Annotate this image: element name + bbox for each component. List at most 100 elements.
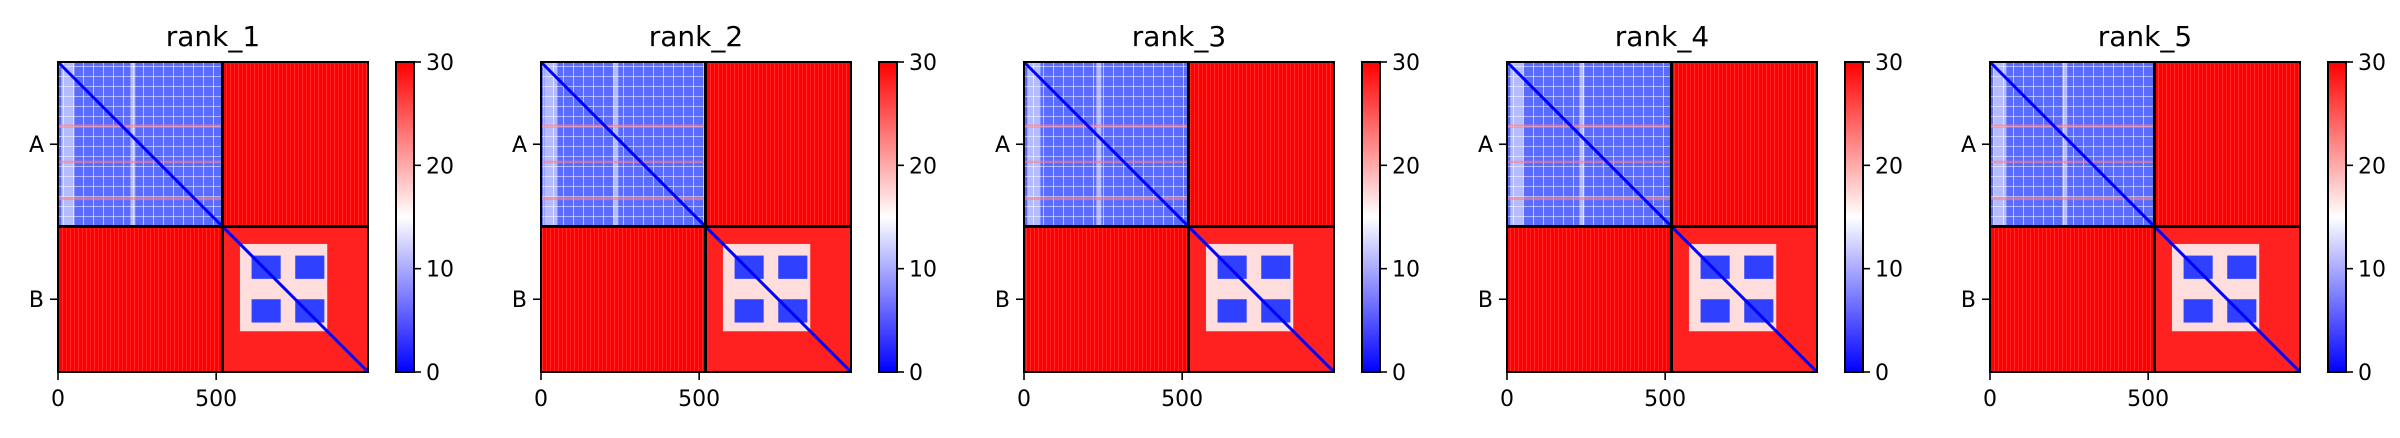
colorbar-frame: [878, 61, 898, 373]
subdomain-2: [1700, 299, 1730, 323]
colorbar-tick-label: 10: [426, 258, 454, 283]
band-v-1: [613, 62, 619, 227]
panel-title: rank_4: [1615, 20, 1709, 53]
y-chain-label: B: [995, 288, 1010, 313]
colorbar-tick-label: 0: [2358, 361, 2372, 386]
block-A-B: [1188, 62, 1334, 227]
band-v-0: [1993, 62, 2007, 227]
colorbar-tick-label: 30: [909, 51, 937, 76]
colorbar-tick-label: 0: [426, 361, 440, 386]
colorbar: [1362, 62, 1380, 372]
band-v-1: [1096, 62, 1102, 227]
band-h-2: [541, 196, 706, 201]
panel-title: rank_2: [649, 20, 743, 53]
panel-rank_3: rank_3 0 500 A B 0 10 20 30: [995, 20, 1420, 412]
x-tick-label: 0: [51, 387, 65, 412]
plot-frame: [57, 61, 369, 373]
colorbar-tick-label: 30: [426, 51, 454, 76]
colorbar-tick-label: 0: [1875, 361, 1889, 386]
subdomain-1: [778, 255, 808, 279]
block-B-A: [1024, 226, 1189, 372]
band-h-2: [1507, 196, 1672, 201]
x-tick-label: 500: [1644, 387, 1686, 412]
y-chain-label: B: [29, 288, 44, 313]
band-h-1: [1507, 160, 1672, 164]
band-h-1: [58, 160, 223, 164]
colorbar: [1845, 62, 1863, 372]
x-tick-label: 500: [678, 387, 720, 412]
colorbar-frame: [395, 61, 415, 373]
subdomain-1: [1744, 255, 1774, 279]
colorbar-tick-label: 0: [909, 361, 923, 386]
band-v-1: [130, 62, 136, 227]
band-v-1: [1579, 62, 1585, 227]
subdomain-2: [2183, 299, 2213, 323]
colorbar-tick-label: 0: [1392, 361, 1406, 386]
colorbar-frame: [1361, 61, 1381, 373]
colorbar-tick-label: 30: [1392, 51, 1420, 76]
plot-frame: [540, 61, 852, 373]
band-h-2: [1990, 196, 2155, 201]
subdomain-2: [251, 299, 281, 323]
x-tick-label: 0: [534, 387, 548, 412]
diagonal: [56, 60, 370, 374]
band-v-0: [1510, 62, 1524, 227]
colorbar: [879, 62, 897, 372]
block-B-A: [541, 226, 706, 372]
block-B-A: [1507, 226, 1672, 372]
band-h-1: [1024, 160, 1189, 164]
colorbar-tick-label: 20: [2358, 154, 2386, 179]
x-tick-label: 500: [2127, 387, 2169, 412]
band-h-1: [541, 160, 706, 164]
band-v-0: [1027, 62, 1041, 227]
panel-title: rank_1: [166, 20, 260, 53]
x-tick-label: 0: [1500, 387, 1514, 412]
colorbar-tick-label: 10: [909, 258, 937, 283]
band-h-0: [1024, 124, 1189, 128]
y-chain-label: B: [1961, 288, 1976, 313]
diagonal: [1988, 60, 2302, 374]
colorbar-tick-label: 30: [1875, 51, 1903, 76]
panel-rank_1: rank_1 0 500 A B 0 10 20 30: [29, 20, 454, 412]
band-h-0: [1990, 124, 2155, 128]
panel-title: rank_5: [2098, 20, 2192, 53]
y-chain-label: A: [995, 133, 1010, 158]
block-B-A: [58, 226, 223, 372]
panel-title: rank_3: [1132, 20, 1226, 53]
block-B-A: [1990, 226, 2155, 372]
colorbar-tick-label: 20: [1392, 154, 1420, 179]
panel-rank_5: rank_5 0 500 A B 0 10 20 30: [1961, 20, 2386, 412]
colorbar-tick-label: 20: [1875, 154, 1903, 179]
y-chain-label: A: [1961, 133, 1976, 158]
subdomain-2: [1217, 299, 1247, 323]
subdomain-1: [295, 255, 325, 279]
block-A-B: [1671, 62, 1817, 227]
colorbar-tick-label: 20: [426, 154, 454, 179]
colorbar: [2328, 62, 2346, 372]
band-v-0: [544, 62, 558, 227]
y-chain-label: A: [512, 133, 527, 158]
band-h-2: [58, 196, 223, 201]
plot-frame: [1023, 61, 1335, 373]
diagonal: [1022, 60, 1336, 374]
block-A-B: [2154, 62, 2300, 227]
band-h-1: [1990, 160, 2155, 164]
band-h-0: [541, 124, 706, 128]
band-h-2: [1024, 196, 1189, 201]
block-A-B: [705, 62, 851, 227]
y-chain-label: A: [29, 133, 44, 158]
band-h-0: [58, 124, 223, 128]
y-chain-label: B: [512, 288, 527, 313]
colorbar-tick-label: 10: [2358, 258, 2386, 283]
plot-frame: [1989, 61, 2301, 373]
block-A-B: [222, 62, 368, 227]
subdomain-1: [1261, 255, 1291, 279]
x-tick-label: 500: [1161, 387, 1203, 412]
panel-rank_4: rank_4 0 500 A B 0 10 20 30: [1478, 20, 1903, 412]
colorbar-tick-label: 10: [1392, 258, 1420, 283]
band-v-0: [61, 62, 75, 227]
colorbar: [396, 62, 414, 372]
colorbar-frame: [1844, 61, 1864, 373]
diagonal: [539, 60, 853, 374]
